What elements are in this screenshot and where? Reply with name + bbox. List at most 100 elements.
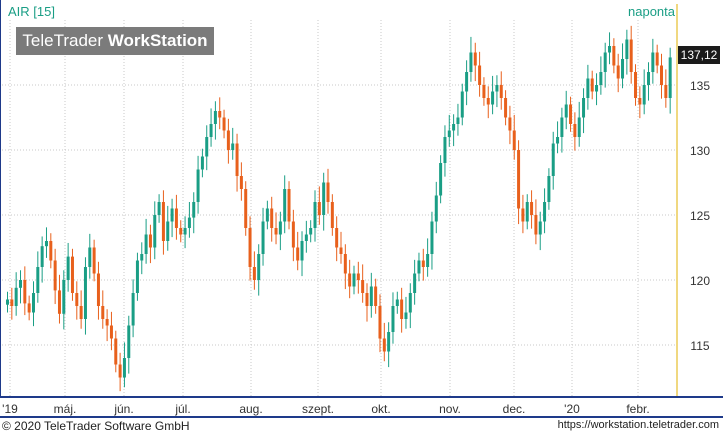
candle-body [317, 202, 321, 215]
x-tick-label: okt. [371, 402, 390, 416]
candle-body [274, 228, 278, 235]
candles [6, 25, 672, 392]
candle-body [196, 169, 200, 202]
candle-body [192, 202, 196, 218]
candle-body [573, 124, 577, 137]
candle-body [66, 256, 70, 280]
last-price-tag: 137,12 [678, 46, 720, 64]
candle-body [569, 104, 573, 124]
candle-body [629, 39, 633, 72]
candle-body [135, 260, 139, 293]
candle-body [543, 202, 547, 222]
brand-text-1: TeleTrader [22, 31, 108, 50]
interval-label[interactable]: naponta [628, 4, 675, 19]
candle-body [447, 130, 451, 137]
candle-body [469, 52, 473, 72]
candle-body [495, 85, 499, 92]
candle-body [538, 221, 542, 235]
candle-body [322, 182, 326, 215]
candle-body [49, 241, 53, 261]
candle-body [92, 247, 96, 274]
candle-body [348, 273, 352, 287]
candle-body [304, 234, 308, 241]
x-tick-label: '19 [2, 402, 18, 416]
candle-body [647, 72, 651, 85]
grid [2, 20, 677, 397]
candle-body [213, 111, 217, 124]
candle-body [361, 280, 365, 293]
candle-body [452, 124, 456, 131]
candle-body [209, 124, 213, 137]
candle-body [378, 306, 382, 339]
candle-body [339, 247, 343, 254]
candle-body [222, 117, 226, 131]
watermark-logo: TeleTrader WorkStation [16, 27, 214, 55]
candle-body [179, 228, 183, 235]
x-tick-label: szept. [302, 402, 334, 416]
candle-body [460, 91, 464, 118]
candle-body [118, 364, 122, 378]
candle-body [660, 65, 664, 85]
candle-body [79, 306, 83, 319]
candle-body [443, 137, 447, 163]
candle-body [88, 247, 92, 267]
candle-body [291, 221, 295, 248]
candle-body [157, 202, 161, 215]
candle-body [23, 280, 27, 304]
candle-body [387, 332, 391, 352]
candle-body [547, 176, 551, 202]
candle-body [512, 130, 516, 150]
source-url[interactable]: https://workstation.teletrader.com [557, 419, 719, 431]
candle-body [200, 156, 204, 170]
symbol-label: AIR [15] [8, 4, 55, 19]
candle-body [404, 312, 408, 319]
candle-body [174, 208, 178, 228]
candle-body [62, 280, 66, 314]
candle-body [283, 189, 287, 222]
candle-body [101, 306, 105, 319]
candle-body [642, 85, 646, 105]
candle-body [391, 306, 395, 332]
x-tick-label: febr. [626, 402, 649, 416]
candle-body [534, 215, 538, 235]
candle-body [473, 52, 477, 66]
candle-body [127, 325, 131, 358]
candle-body [226, 130, 230, 150]
candle-body [400, 299, 404, 319]
candle-body [105, 319, 109, 326]
candle-body [504, 98, 508, 118]
candle-body [144, 234, 148, 254]
candle-body [218, 111, 222, 118]
candle-body [478, 65, 482, 85]
x-tick-label: nov. [439, 402, 461, 416]
axes: 115 120 125 130 135 '19 máj. jún. júl. aug. szept.… [0, 0, 723, 418]
candle-body [556, 137, 560, 144]
candle-body [356, 273, 360, 280]
candle-body [239, 176, 243, 189]
candle-body [205, 137, 209, 157]
candle-body [560, 117, 564, 137]
candle-body [83, 267, 87, 319]
candle-body [421, 260, 425, 267]
candle-body [166, 221, 170, 241]
candle-body [638, 98, 642, 105]
brand-text-2: WorkStation [107, 31, 208, 50]
candle-body [352, 273, 356, 287]
candle-body [417, 260, 421, 274]
candle-body [621, 59, 625, 79]
candle-body [109, 325, 113, 339]
candle-body [365, 293, 369, 306]
candle-body [231, 143, 235, 150]
candle-body [369, 286, 373, 306]
candle-body [257, 254, 261, 280]
candle-body [265, 208, 269, 222]
candle-body [668, 57, 672, 98]
candle-body [564, 104, 568, 118]
candle-body [96, 273, 100, 306]
candle-body [413, 273, 417, 293]
x-tick-label: júl. [174, 402, 190, 416]
candle-body [309, 228, 313, 235]
y-tick-label: 125 [690, 209, 710, 223]
